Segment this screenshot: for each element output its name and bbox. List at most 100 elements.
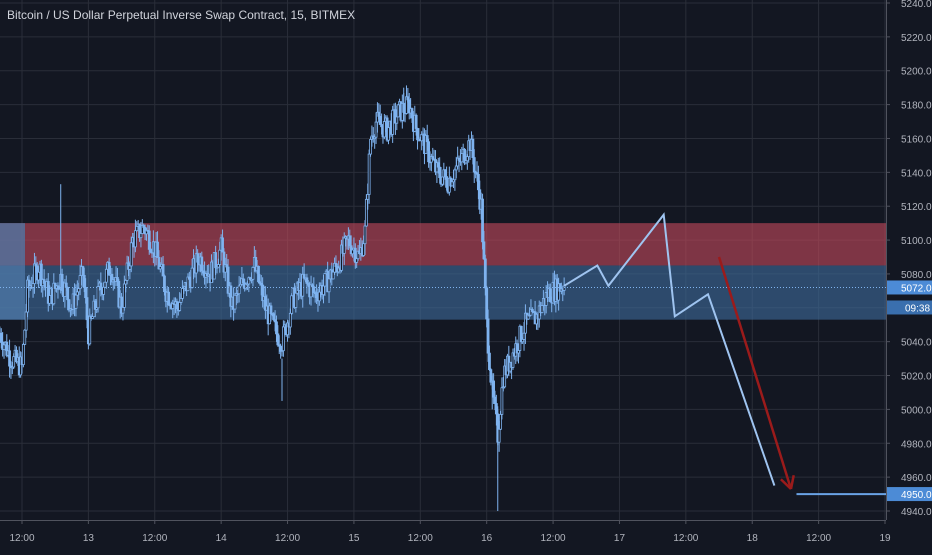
candle-body	[453, 169, 457, 181]
candle-body	[257, 265, 260, 283]
candle-body	[107, 261, 111, 276]
x-tick-label: 17	[614, 533, 626, 544]
candle-body	[369, 139, 372, 155]
candle-body	[60, 273, 64, 291]
candle-body	[481, 198, 484, 243]
y-tick-label: 5240.0	[901, 0, 932, 10]
bearish-arrow	[717, 256, 793, 490]
candle-body	[200, 256, 204, 272]
candle-body	[96, 286, 100, 309]
candle-body	[42, 279, 46, 284]
candle-body	[460, 153, 464, 163]
candle-body	[8, 350, 11, 367]
candle-body	[377, 111, 381, 117]
candle-body	[134, 230, 137, 248]
candle-body	[66, 287, 70, 301]
candle-body	[288, 312, 292, 328]
candle-body	[196, 253, 200, 263]
candle-body	[156, 241, 159, 258]
candle-body	[378, 115, 382, 125]
candle-body	[540, 305, 544, 313]
projection-lines	[0, 212, 888, 496]
candle-body	[355, 258, 359, 263]
candle-body	[391, 109, 395, 135]
candle-body	[410, 108, 414, 119]
candle-body	[436, 162, 440, 168]
candle-body	[450, 181, 454, 187]
candle-body	[489, 369, 493, 383]
candle-body	[77, 288, 81, 293]
candle-body	[281, 326, 285, 352]
candle-body	[438, 166, 442, 179]
candle-body	[342, 237, 346, 254]
y-tick-label: 5200.0	[901, 67, 932, 78]
candle-body	[465, 156, 469, 162]
candle-body	[88, 315, 92, 345]
candle-body	[382, 121, 386, 138]
candle-body	[312, 286, 316, 294]
candle-body	[269, 305, 273, 315]
x-tick-label: 19	[879, 533, 891, 544]
projection-path	[563, 212, 776, 486]
candle-body	[317, 291, 321, 302]
x-tick-label: 13	[83, 533, 95, 544]
x-tick-label: 12:00	[673, 533, 698, 544]
price-zones	[0, 223, 886, 320]
candle-body	[374, 121, 378, 138]
candle-body	[33, 263, 36, 285]
current-price-tag	[887, 280, 932, 295]
x-tick-label: 16	[481, 533, 493, 544]
candle-body	[443, 169, 447, 177]
candle-body	[103, 281, 107, 288]
y-tick-label: 4980.0	[901, 439, 932, 450]
candle-body	[334, 262, 338, 267]
candle-body	[499, 413, 502, 430]
candle-body	[492, 380, 496, 398]
chart-title: Bitcoin / US Dollar Perpetual Inverse Sw…	[7, 8, 356, 22]
candle-body	[233, 294, 237, 310]
candle-body	[81, 266, 85, 276]
candle-body	[75, 291, 79, 296]
candle-body	[548, 288, 552, 303]
bearish-arrow-head	[780, 478, 792, 490]
candle-body	[147, 230, 151, 250]
countdown-tag	[887, 300, 932, 315]
candle-body	[179, 297, 183, 303]
candle-body	[190, 267, 194, 288]
candle-body	[367, 153, 371, 195]
y-tick-label: 5080.0	[901, 270, 932, 281]
x-tick-label: 18	[747, 533, 759, 544]
candle-body	[74, 294, 78, 309]
candle-body	[294, 292, 298, 308]
candle-body	[121, 307, 125, 314]
y-tick-label: 5100.0	[901, 236, 932, 247]
candle-body	[497, 428, 501, 443]
candle-body	[500, 387, 504, 415]
candle-body	[181, 288, 184, 299]
candle-body	[387, 127, 390, 141]
y-tick-label: 5140.0	[901, 168, 932, 179]
zone-strip-resistance	[0, 223, 25, 266]
candle-body	[522, 332, 526, 340]
candle-body	[362, 243, 366, 256]
candle-body	[272, 313, 276, 321]
candle-body	[414, 114, 418, 129]
candle-body	[104, 268, 108, 283]
candle-body	[221, 237, 224, 253]
candle-body	[441, 176, 444, 185]
y-tick-label: 5020.0	[901, 372, 932, 383]
candle-body	[445, 176, 448, 188]
candle-body	[64, 282, 68, 288]
x-tick-label: 12:00	[408, 533, 433, 544]
candle-body	[251, 266, 255, 280]
candle-body	[78, 275, 82, 290]
candle-body	[85, 297, 89, 321]
candle-body	[290, 295, 294, 314]
candle-body	[427, 141, 431, 163]
candle-body	[139, 233, 143, 239]
candle-body	[425, 135, 429, 143]
candle-body	[275, 321, 278, 335]
